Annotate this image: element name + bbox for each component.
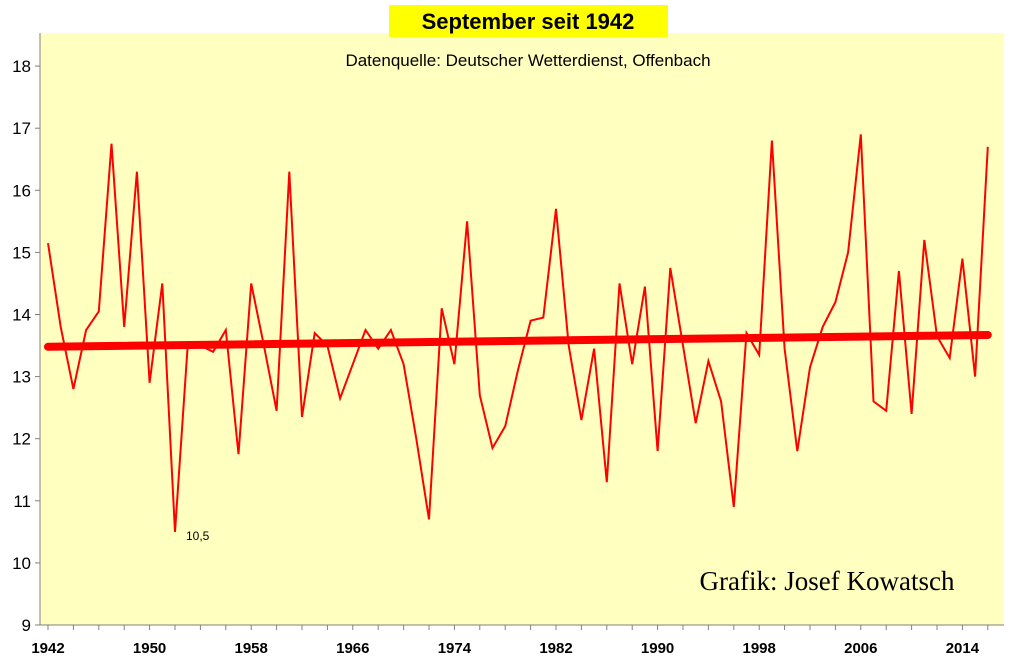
- y-tick-label: 12: [12, 430, 31, 449]
- min-value-annotation: 10,5: [186, 529, 210, 543]
- y-tick-label: 16: [12, 181, 31, 200]
- x-tick-label: 1998: [743, 640, 776, 657]
- series-layer: [44, 134, 992, 532]
- y-tick-label: 14: [12, 306, 31, 325]
- annotation-layer: 10,5: [186, 529, 210, 543]
- x-tick-label: 1950: [133, 640, 166, 657]
- chart-subtitle: Datenquelle: Deutscher Wetterdienst, Off…: [345, 51, 710, 70]
- trend-line: [44, 330, 992, 351]
- y-axis: 9 10 11 12 13 14 15 16 17 18: [12, 57, 40, 635]
- x-tick-label: 1974: [438, 640, 472, 657]
- x-axis: 1942 1950 1958 1966 1974 1982 1990 1998 2006 2014: [31, 625, 989, 657]
- chart-title: September seit 1942: [422, 9, 635, 34]
- y-tick-label: 18: [12, 57, 31, 76]
- y-tick-label: 10: [12, 554, 31, 573]
- x-tick-label: 1942: [31, 640, 64, 657]
- y-tick-label: 15: [12, 243, 31, 262]
- x-tick-label: 1958: [235, 640, 268, 657]
- x-tick-label: 2006: [844, 640, 877, 657]
- x-tick-label: 1982: [539, 640, 572, 657]
- x-tick-label: 2014: [946, 640, 980, 657]
- y-tick-label: 11: [13, 492, 31, 511]
- y-tick-label: 9: [22, 616, 31, 635]
- y-tick-label: 13: [12, 368, 31, 387]
- chart-credit: Grafik: Josef Kowatsch: [700, 566, 955, 596]
- chart-title-background: [389, 5, 668, 37]
- x-tick-label: 1990: [641, 640, 674, 657]
- y-tick-label: 17: [12, 119, 31, 138]
- plot-area: [40, 33, 1004, 625]
- x-tick-label: 1966: [336, 640, 369, 657]
